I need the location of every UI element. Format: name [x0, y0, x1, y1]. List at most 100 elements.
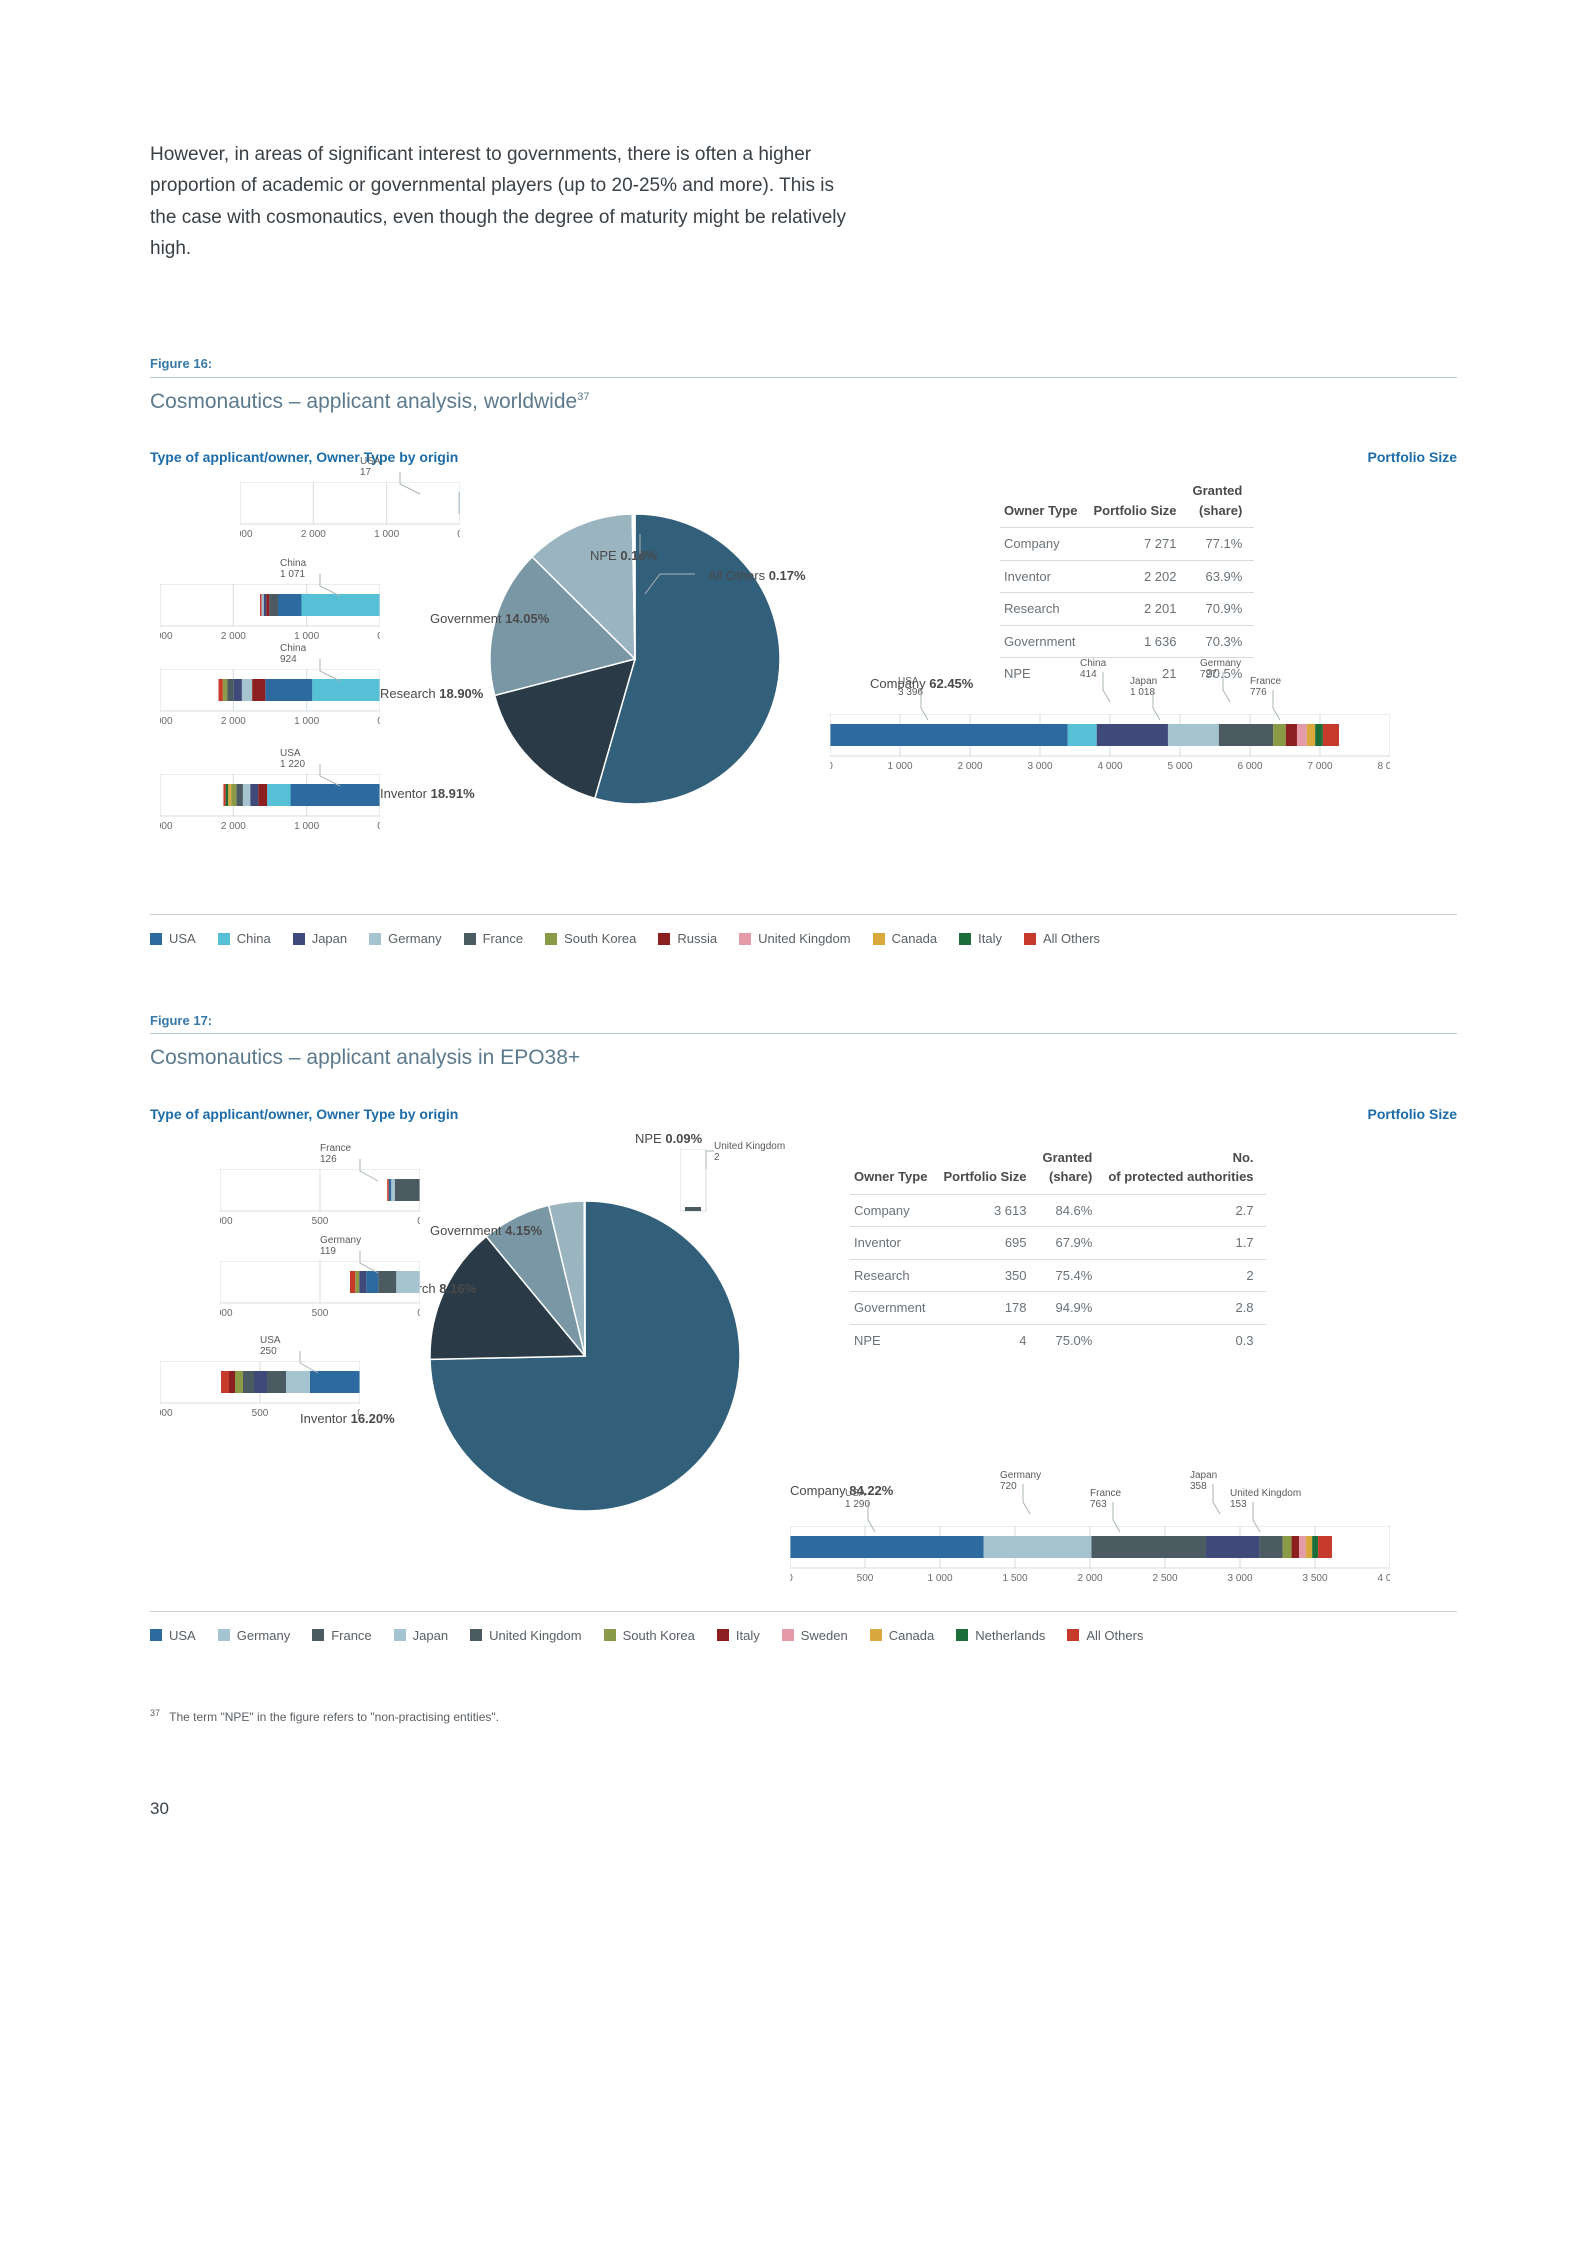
svg-text:1 000: 1 000 [294, 716, 319, 727]
table-cell: 350 [939, 1259, 1038, 1292]
legend-label: USA [169, 1626, 196, 1646]
svg-text:0: 0 [830, 761, 833, 772]
table-cell: Government [1000, 625, 1089, 658]
table-cell: Research [850, 1259, 939, 1292]
table-cell: Company [850, 1194, 939, 1227]
table-row: Government1 63670.3% [1000, 625, 1254, 658]
svg-text:2 500: 2 500 [1152, 1573, 1177, 1584]
table-header: Owner Type [850, 1141, 939, 1195]
legend-item: Russia [658, 929, 717, 949]
legend-label: All Others [1086, 1626, 1143, 1646]
table-cell: 75.4% [1039, 1259, 1105, 1292]
table-row: Research35075.4%2 [850, 1259, 1266, 1292]
table-cell: 90.5% [1189, 658, 1255, 690]
table-cell: 2.7 [1104, 1194, 1265, 1227]
legend-label: United Kingdom [758, 929, 851, 949]
table-cell: 84.6% [1039, 1194, 1105, 1227]
svg-text:0: 0 [457, 529, 460, 540]
svg-text:1 000: 1 000 [160, 1408, 173, 1419]
table-cell: 7 271 [1089, 528, 1188, 561]
minibar-inventor: 01 0002 0003 000China924 [160, 669, 380, 729]
legend-swatch [369, 933, 381, 945]
svg-text:5 000: 5 000 [1167, 761, 1192, 772]
minibar-government: 05001 000France126 [220, 1169, 420, 1229]
legend-swatch [1024, 933, 1036, 945]
table-row: Inventor69567.9%1.7 [850, 1227, 1266, 1260]
svg-text:2 000: 2 000 [221, 716, 246, 727]
legend-swatch [870, 1629, 882, 1641]
table-header: No.of protected authorities [1104, 1141, 1265, 1195]
legend-item: Canada [870, 1626, 935, 1646]
legend-item: France [312, 1626, 371, 1646]
table-cell: 63.9% [1189, 560, 1255, 593]
minibar-callout: China1 071 [280, 558, 306, 580]
legend-item: China [218, 929, 271, 949]
company-bar: 05001 0001 5002 0002 5003 0003 5004 000U… [790, 1526, 1390, 1586]
svg-text:1 000: 1 000 [294, 631, 319, 642]
legend-item: All Others [1067, 1626, 1143, 1646]
svg-text:0: 0 [790, 1573, 793, 1584]
table-header: Granted(share) [1189, 474, 1255, 528]
table-cell: 1 636 [1089, 625, 1188, 658]
svg-text:2 000: 2 000 [221, 821, 246, 832]
figure-17-subhead-left: Type of applicant/owner, Owner Type by o… [150, 1104, 458, 1125]
svg-text:500: 500 [857, 1573, 874, 1584]
minibar-inventor: 05001 000USA250 [160, 1361, 360, 1421]
legend-label: Canada [892, 929, 938, 949]
legend-item: All Others [1024, 929, 1100, 949]
legend-swatch [658, 933, 670, 945]
legend-item: Canada [873, 929, 938, 949]
table-cell: 4 [939, 1324, 1038, 1356]
table-cell: Inventor [1000, 560, 1089, 593]
legend-label: Japan [312, 929, 347, 949]
svg-text:3 000: 3 000 [160, 821, 173, 832]
minibar-company: 01 0002 0003 000USA1 220 [160, 774, 380, 834]
legend-swatch [604, 1629, 616, 1641]
pie-label-inventor: Inventor 18.91% [380, 784, 475, 804]
table-row: Government17894.9%2.8 [850, 1292, 1266, 1325]
minibar-callout: China924 [280, 643, 306, 665]
legend-swatch [218, 1629, 230, 1641]
table-row: Inventor2 20263.9% [1000, 560, 1254, 593]
pie-label-npe: NPE 0.09% [635, 1129, 702, 1149]
legend-label: All Others [1043, 929, 1100, 949]
legend-label: Italy [736, 1626, 760, 1646]
svg-text:3 000: 3 000 [240, 529, 253, 540]
figure-17-label: Figure 17: [150, 1011, 1457, 1035]
figure-17-title: Cosmonautics – applicant analysis in EPO… [150, 1042, 1457, 1074]
minibar-government: 01 0002 0003 000USA17 [240, 482, 460, 542]
table-cell: 695 [939, 1227, 1038, 1260]
figure-17-subhead-right: Portfolio Size [1368, 1104, 1457, 1125]
legend-swatch [873, 933, 885, 945]
legend-swatch [293, 933, 305, 945]
legend-label: France [483, 929, 523, 949]
svg-text:2 000: 2 000 [957, 761, 982, 772]
company-bar: 01 0002 0003 0004 0005 0006 0007 0008 00… [830, 714, 1390, 774]
svg-text:3 000: 3 000 [160, 716, 173, 727]
svg-text:0: 0 [377, 716, 380, 727]
legend-item: France [464, 929, 523, 949]
footnote: 37 The term "NPE" in the figure refers t… [150, 1707, 1457, 1726]
table-row: NPE475.0%0.3 [850, 1324, 1266, 1356]
table-cell: 2.8 [1104, 1292, 1265, 1325]
minibar-callout: USA17 [360, 456, 381, 478]
legend-swatch [545, 933, 557, 945]
legend-swatch [394, 1629, 406, 1641]
table-cell: 0.3 [1104, 1324, 1265, 1356]
pie-chart [430, 1201, 740, 1511]
pie-label-government: Government 14.05% [430, 609, 549, 629]
pie-label-company: Company 84.22% [790, 1481, 893, 1501]
legend-swatch [218, 933, 230, 945]
legend-swatch [717, 1629, 729, 1641]
figure-17: Figure 17: Cosmonautics – applicant anal… [150, 1011, 1457, 1647]
table-cell: 178 [939, 1292, 1038, 1325]
figure-17-legend: USAGermanyFranceJapanUnited KingdomSouth… [150, 1611, 1457, 1647]
legend-swatch [470, 1629, 482, 1641]
table-cell: Research [1000, 593, 1089, 626]
minibar-callout: USA250 [260, 1335, 281, 1357]
legend-label: Canada [889, 1626, 935, 1646]
table-header: Portfolio Size [1089, 474, 1188, 528]
legend-item: Japan [394, 1626, 448, 1646]
legend-label: South Korea [623, 1626, 695, 1646]
svg-text:4 000: 4 000 [1097, 761, 1122, 772]
